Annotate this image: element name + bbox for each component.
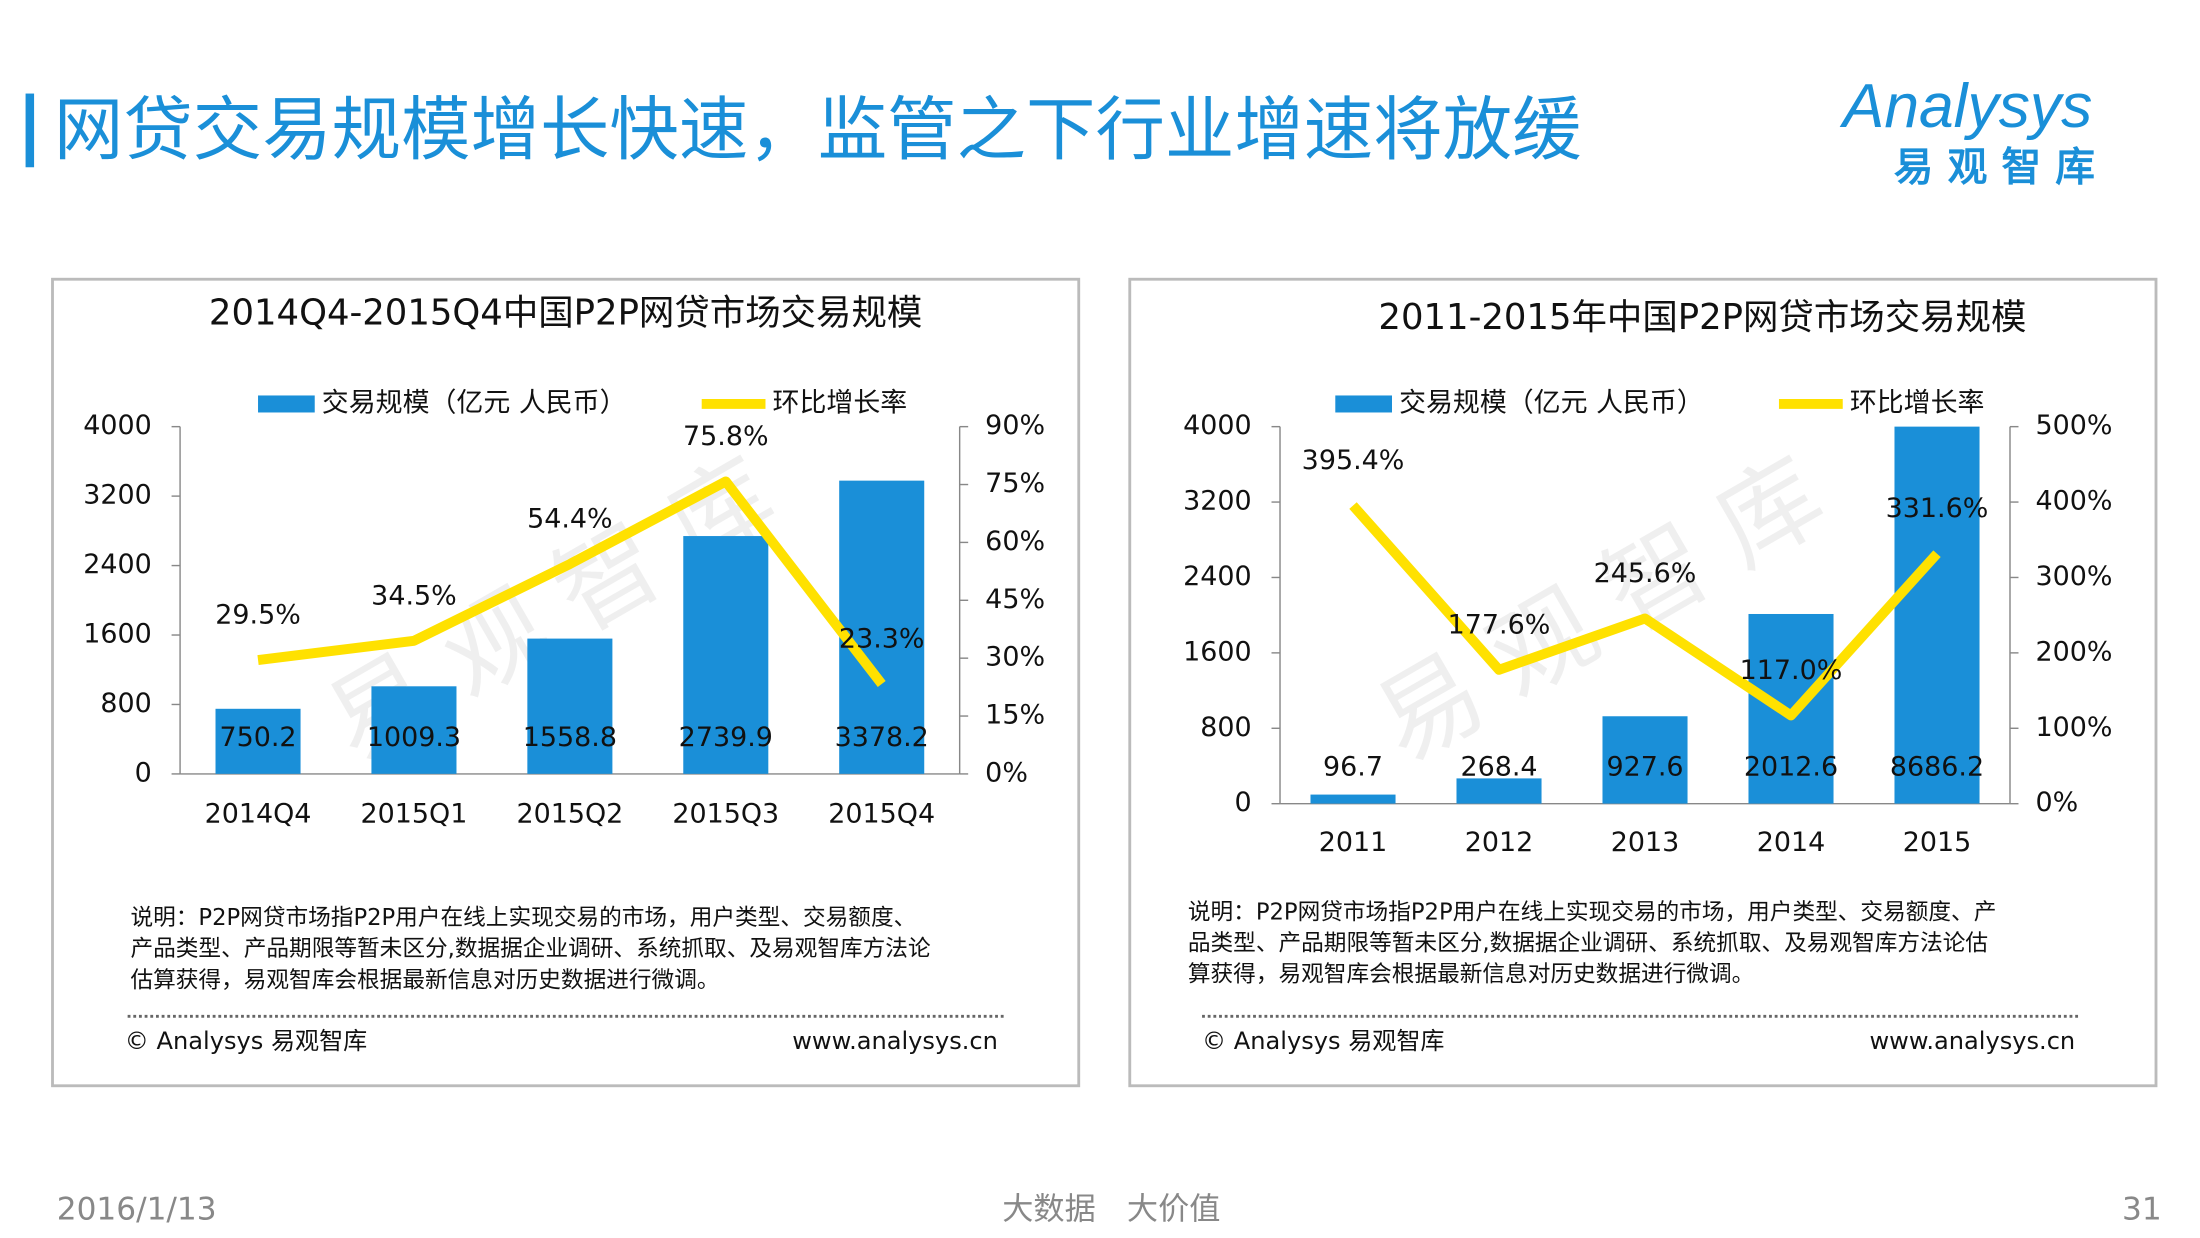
x-tick-label: 2011 (1319, 827, 1388, 858)
website: www.analysys.cn (792, 1027, 998, 1055)
y-tick-label: 3200 (83, 480, 152, 511)
y2-tick-label: 15% (985, 700, 1045, 731)
line-value-label: 54.4% (527, 504, 613, 535)
note-line: 算获得，易观智库会根据最新信息对历史数据进行微调。 (1188, 962, 1754, 988)
x-tick-label: 2015Q3 (672, 799, 779, 830)
bar-value-label: 2012.6 (1744, 752, 1838, 783)
growth-line (257, 476, 886, 688)
slogan: 大数据 大价值 (1002, 1192, 1220, 1228)
note-line: 产品类型、产品期限等暂未区分,数据据企业调研、系统抓取、及易观智库方法论 (130, 936, 931, 962)
y2-tick-label: 400% (2036, 486, 2113, 517)
y-tick-label: 0 (135, 757, 152, 788)
y2-tick-label: 300% (2036, 561, 2113, 592)
y2-tick-label: 45% (985, 584, 1045, 615)
legend-label: 环比增长率 (773, 387, 908, 418)
y2-tick-label: 500% (2036, 410, 2113, 441)
x-tick-label: 2014Q4 (205, 799, 312, 830)
y2-tick-label: 0% (2036, 787, 2079, 818)
x-tick-label: 2014 (1757, 827, 1826, 858)
y-tick-label: 1600 (1183, 636, 1252, 667)
bar-value-label: 3378.2 (835, 722, 929, 753)
y2-tick-label: 200% (2036, 636, 2113, 667)
chart-title: 2011-2015年中国P2P网贷市场交易规模 (1378, 297, 2026, 338)
line-value-label: 29.5% (215, 600, 301, 631)
y-tick-label: 1600 (83, 619, 152, 650)
legend-swatch (258, 395, 315, 413)
website: www.analysys.cn (1869, 1027, 2075, 1055)
x-tick-label: 2015Q1 (361, 799, 468, 830)
y2-tick-label: 75% (985, 468, 1045, 499)
bar (683, 536, 769, 774)
y-tick-label: 4000 (83, 410, 152, 441)
title-accent (25, 93, 35, 168)
line-value-label: 245.6% (1594, 558, 1697, 589)
bar (215, 708, 301, 774)
y2-tick-label: 100% (2036, 712, 2113, 743)
y2-tick-label: 0% (985, 757, 1028, 788)
legend-swatch (1335, 395, 1392, 413)
bar (839, 480, 925, 774)
date: 2016/1/13 (57, 1192, 217, 1228)
bar (1456, 778, 1542, 804)
line-value-label: 117.0% (1740, 655, 1843, 686)
bar-value-label: 750.2 (219, 722, 296, 753)
note-line: 说明：P2P网贷市场指P2P用户在线上实现交易的市场，用户类型、交易额度、 (130, 905, 916, 931)
note-line: 说明：P2P网贷市场指P2P用户在线上实现交易的市场，用户类型、交易额度、产 (1188, 899, 1996, 925)
chart-title: 2014Q4-2015Q4中国P2P网贷市场交易规模 (209, 293, 922, 334)
legend-label: 交易规模（亿元 人民币） (322, 387, 627, 418)
growth-line (1349, 502, 1941, 721)
bar-value-label: 268.4 (1460, 752, 1537, 783)
page-number: 31 (2122, 1192, 2162, 1228)
bar-value-label: 1009.3 (367, 722, 461, 753)
legend-label: 交易规模（亿元 人民币） (1399, 387, 1704, 418)
y-tick-label: 3200 (1183, 486, 1252, 517)
x-tick-label: 2012 (1465, 827, 1534, 858)
x-tick-label: 2013 (1611, 827, 1680, 858)
bar (371, 686, 457, 774)
y-tick-label: 2400 (83, 549, 152, 580)
line-value-label: 23.3% (839, 624, 925, 655)
bar-value-label: 927.6 (1606, 752, 1683, 783)
y-tick-label: 800 (100, 688, 151, 719)
y2-tick-label: 90% (985, 410, 1045, 441)
note-line: 品类型、产品期限等暂未区分,数据据企业调研、系统抓取、及易观智库方法论估 (1188, 931, 1988, 957)
bar (1894, 426, 1980, 804)
y-tick-label: 4000 (1183, 410, 1252, 441)
chart-frame (1128, 277, 2158, 1088)
logo-sub: 易观智库 (1894, 145, 2109, 191)
x-tick-label: 2015Q4 (828, 799, 935, 830)
legend-label: 环比增长率 (1850, 387, 1985, 418)
y2-tick-label: 30% (985, 642, 1045, 673)
y-tick-label: 0 (1235, 787, 1252, 818)
y-tick-label: 800 (1200, 712, 1251, 743)
line-value-label: 75.8% (683, 421, 769, 452)
line-value-label: 177.6% (1448, 609, 1551, 640)
bar-value-label: 96.7 (1323, 752, 1383, 783)
y2-tick-label: 60% (985, 526, 1045, 557)
note-line: 估算获得，易观智库会根据最新信息对历史数据进行微调。 (130, 967, 719, 993)
bar-value-label: 1558.8 (523, 722, 617, 753)
line-value-label: 34.5% (371, 580, 457, 611)
y-tick-label: 2400 (1183, 561, 1252, 592)
logo: Analysys (1839, 72, 2093, 141)
copyright: © Analysys 易观智库 (1202, 1027, 1444, 1055)
line-value-label: 395.4% (1302, 445, 1405, 476)
bars (215, 480, 925, 774)
bar (527, 638, 613, 774)
x-tick-label: 2015 (1903, 827, 1972, 858)
bar (1602, 716, 1688, 804)
copyright: © Analysys 易观智库 (125, 1027, 367, 1055)
bars (1310, 426, 1980, 804)
bar (1310, 794, 1396, 804)
x-tick-label: 2015Q2 (516, 799, 623, 830)
line-value-label: 331.6% (1886, 493, 1989, 524)
slide-title: 网贷交易规模增长快速，监管之下行业增速将放缓 (54, 91, 1582, 171)
bar-value-label: 8686.2 (1890, 752, 1984, 783)
bar-value-label: 2739.9 (679, 722, 773, 753)
